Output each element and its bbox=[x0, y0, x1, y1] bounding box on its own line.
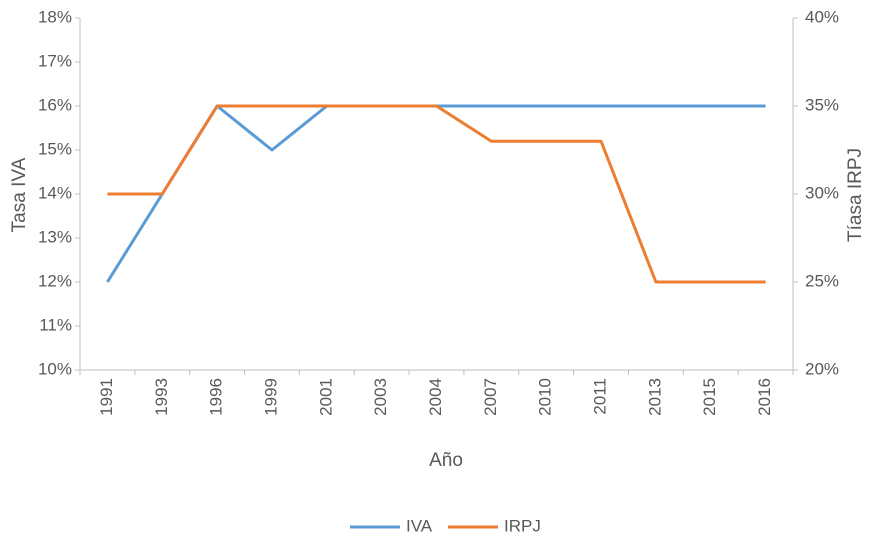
y2-tick-label: 40% bbox=[805, 7, 839, 26]
x-axis-label: Año bbox=[429, 450, 463, 471]
y2-tick-label: 35% bbox=[805, 95, 839, 114]
x-tick-label: 2007 bbox=[481, 378, 500, 416]
legend-label: IVA bbox=[406, 516, 433, 535]
x-tick-label: 1991 bbox=[97, 378, 116, 416]
x-tick-label: 2016 bbox=[755, 378, 774, 416]
y2-axis-label: Tíasa IRPJ bbox=[845, 148, 866, 242]
series-line bbox=[107, 104, 766, 284]
x-tick-label: 2001 bbox=[316, 378, 335, 416]
y-tick-label: 13% bbox=[38, 227, 72, 246]
y-tick-label: 10% bbox=[38, 359, 72, 378]
y-tick-label: 16% bbox=[38, 95, 72, 114]
y-tick-label: 17% bbox=[38, 51, 72, 70]
x-tick-label: 1993 bbox=[152, 378, 171, 416]
y-tick-label: 15% bbox=[38, 139, 72, 158]
x-tick-label: 2011 bbox=[591, 378, 610, 415]
y2-tick-label: 30% bbox=[805, 183, 839, 202]
y2-tick-label: 25% bbox=[805, 271, 839, 290]
x-tick-label: 2004 bbox=[426, 378, 445, 416]
y-axis-label: Tasa IVA bbox=[9, 157, 30, 232]
x-tick-label: 2003 bbox=[371, 378, 390, 416]
x-tick-label: 2015 bbox=[700, 378, 719, 416]
y-tick-label: 14% bbox=[38, 183, 72, 202]
series-line bbox=[106, 104, 766, 283]
x-tick-label: 2010 bbox=[536, 378, 555, 416]
x-tick-label: 1996 bbox=[207, 378, 226, 416]
x-tick-label: 1999 bbox=[261, 378, 280, 416]
y2-tick-label: 20% bbox=[805, 359, 839, 378]
x-tick-label: 2013 bbox=[645, 378, 664, 416]
y-tick-label: 12% bbox=[38, 271, 72, 290]
y-tick-label: 11% bbox=[39, 315, 72, 334]
y-tick-label: 18% bbox=[38, 7, 72, 26]
legend-label: IRPJ bbox=[504, 516, 541, 535]
